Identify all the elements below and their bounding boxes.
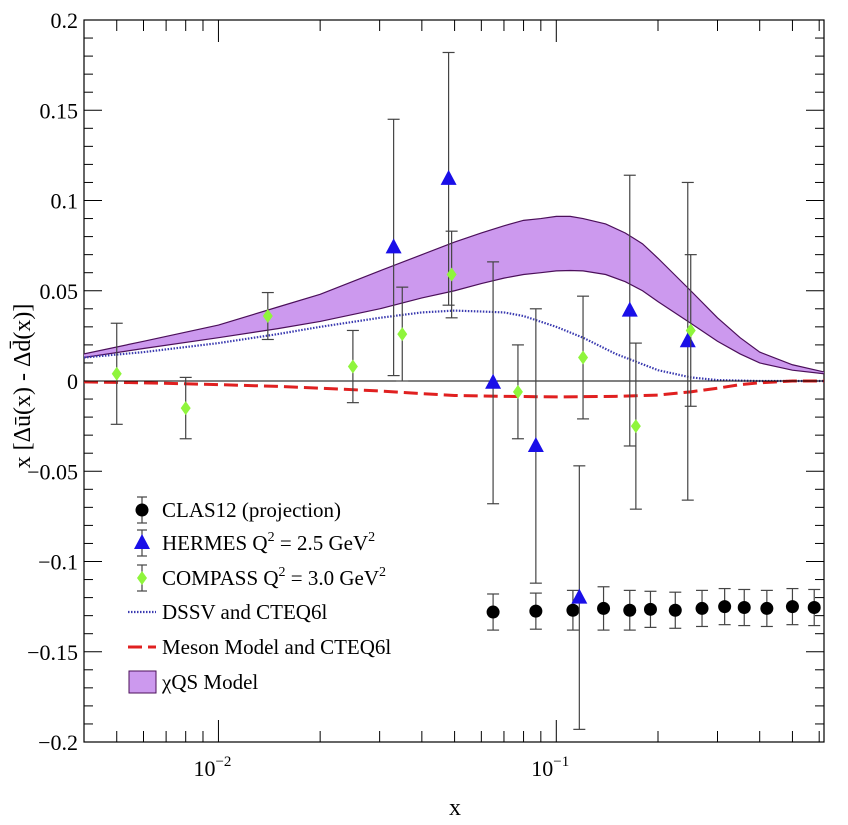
hermes-point (440, 169, 457, 185)
legend-marker-hermes (134, 534, 150, 549)
compass-point (512, 384, 523, 399)
hermes-point (527, 436, 544, 452)
clas12-point (643, 602, 657, 616)
hermes-point (485, 373, 502, 389)
compass-point (630, 419, 641, 434)
legend-marker-compass (137, 571, 147, 585)
hermes-point (621, 301, 638, 317)
clas12-point (718, 600, 732, 614)
chiqs-band (84, 216, 824, 374)
y-tick-label: 0.2 (51, 8, 79, 33)
compass-point (685, 323, 696, 338)
y-tick-label: 0.05 (40, 279, 79, 304)
clas12-point (695, 601, 709, 615)
legend-label-meson: Meson Model and CTEQ6l (162, 635, 391, 659)
legend-item-compass: COMPASS Q2 = 3.0 GeV2 (137, 564, 386, 592)
legend-label-dssv: DSSV and CTEQ6l (162, 600, 327, 624)
legend-label-compass: COMPASS Q2 = 3.0 GeV2 (162, 565, 386, 590)
x-tick-label: 10−2 (193, 754, 231, 781)
hermes-point (679, 332, 696, 348)
x-tick-label: 10−1 (531, 754, 569, 781)
legend-label-hermes: HERMES Q2 = 2.5 GeV2 (162, 530, 375, 555)
legend-item-meson: Meson Model and CTEQ6l (128, 635, 391, 659)
compass-point (347, 359, 358, 374)
y-tick-label: −0.05 (27, 459, 78, 484)
chiqs-band-lower-edge (84, 269, 824, 375)
clas12-point (807, 601, 821, 615)
legend-swatch-chiqs (128, 670, 157, 694)
legend-item-chiqs: χQS Model (128, 670, 258, 694)
dssv-curve (84, 309, 824, 383)
clas12-point (760, 601, 774, 615)
legend-marker-clas12 (135, 503, 149, 517)
legend-label-chiqs: χQS Model (161, 670, 258, 694)
clas12-point (785, 600, 799, 614)
legend-item-dssv: DSSV and CTEQ6l (128, 600, 327, 624)
meson-curve (84, 379, 824, 399)
y-tick-label: 0 (67, 369, 78, 394)
clas12-point (486, 605, 500, 619)
clas12-point (529, 604, 543, 618)
y-axis-title: x [Δū(x) - Δd̄(x)] (10, 304, 36, 469)
clas12-point (737, 601, 751, 615)
compass-point (578, 350, 589, 365)
clas12-point (597, 601, 611, 615)
clas12-point (623, 603, 637, 617)
y-tick-label: 0.1 (51, 189, 79, 214)
clas12-point (668, 603, 682, 617)
y-tick-label: −0.15 (27, 640, 78, 665)
compass-point (446, 267, 457, 282)
y-tick-label: −0.1 (38, 550, 78, 575)
compass-point (262, 309, 273, 324)
chiqs-band-upper-edge (84, 215, 824, 373)
compass-point (111, 366, 122, 381)
x-axis-title: x (449, 795, 461, 821)
y-tick-label: 0.15 (40, 98, 79, 123)
hermes-point (385, 238, 402, 254)
legend-label-clas12: CLAS12 (projection) (162, 498, 341, 522)
compass-point (180, 401, 191, 416)
compass-point (397, 327, 408, 342)
clas12-point (566, 603, 580, 617)
y-tick-label: −0.2 (38, 730, 78, 755)
legend-item-hermes: HERMES Q2 = 2.5 GeV2 (134, 529, 375, 557)
hermes-point (571, 588, 588, 604)
legend-item-clas12: CLAS12 (projection) (135, 496, 341, 524)
legend: CLAS12 (projection) HERMES Q2 = 2.5 GeV2 C… (128, 496, 391, 694)
